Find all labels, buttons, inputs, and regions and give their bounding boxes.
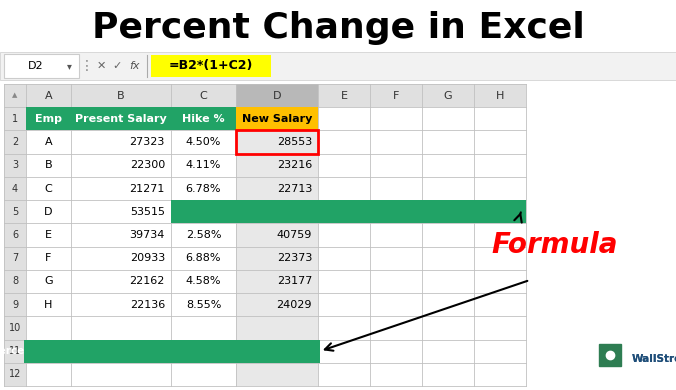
Text: D: D: [44, 207, 53, 217]
Text: 1: 1: [12, 114, 18, 124]
Text: 21271: 21271: [130, 184, 165, 193]
Text: Present Salary: Present Salary: [75, 114, 167, 124]
Text: New Salary: New Salary: [242, 114, 312, 124]
Text: G: G: [443, 90, 452, 101]
Text: Emp: Emp: [35, 114, 62, 124]
Text: F: F: [393, 90, 400, 101]
Bar: [236, 131, 318, 154]
Bar: [236, 340, 318, 363]
Text: C: C: [199, 90, 208, 101]
Text: 6: 6: [12, 230, 18, 240]
Text: 6.88%: 6.88%: [186, 253, 221, 263]
Text: G: G: [44, 277, 53, 287]
Bar: [236, 246, 318, 270]
Bar: [236, 223, 318, 246]
Text: 23177: 23177: [276, 277, 312, 287]
Bar: [236, 316, 318, 340]
Text: 9: 9: [12, 300, 18, 310]
Text: 27323: 27323: [130, 137, 165, 147]
Text: H: H: [496, 90, 504, 101]
Text: A: A: [45, 90, 52, 101]
Text: 24029: 24029: [276, 300, 312, 310]
Text: 11: 11: [9, 346, 21, 356]
Text: fx: fx: [128, 61, 139, 71]
Text: 4.50%: 4.50%: [186, 137, 221, 147]
Text: 22162: 22162: [130, 277, 165, 287]
Bar: [0, 52, 676, 80]
Bar: [4, 84, 26, 386]
Text: 53515: 53515: [130, 207, 165, 217]
Text: =B2*(1+C2): =B2*(1+C2): [169, 60, 254, 73]
Text: Hike %: Hike %: [183, 114, 225, 124]
Bar: [24, 340, 320, 363]
Text: 20933: 20933: [130, 253, 165, 263]
Bar: [236, 363, 318, 386]
Text: H: H: [45, 300, 53, 310]
Text: Percent Change in Excel: Percent Change in Excel: [92, 11, 584, 45]
Text: 12: 12: [9, 369, 21, 379]
Bar: [4, 54, 79, 78]
Text: F: F: [45, 253, 51, 263]
Text: 4.11%: 4.11%: [186, 160, 221, 170]
Text: 22373: 22373: [276, 253, 312, 263]
Bar: [171, 200, 526, 223]
Text: Percent Change = Current Salary * (1 + Percentage Increase): Percent Change = Current Salary * (1 + P…: [0, 346, 353, 356]
Bar: [236, 154, 318, 177]
Text: 28553: 28553: [276, 137, 312, 147]
Text: 7: 7: [12, 253, 18, 263]
Bar: [236, 107, 318, 131]
Text: A: A: [45, 137, 52, 147]
Text: 22136: 22136: [130, 300, 165, 310]
Text: 8.55%: 8.55%: [186, 300, 221, 310]
Text: C: C: [45, 184, 52, 193]
Text: 2.58%: 2.58%: [186, 230, 221, 240]
Text: 3: 3: [12, 160, 18, 170]
Text: 39734: 39734: [130, 230, 165, 240]
Bar: [236, 107, 318, 131]
Text: 6.78%: 6.78%: [186, 184, 221, 193]
Bar: [236, 270, 318, 293]
Text: 4: 4: [12, 184, 18, 193]
Bar: [236, 200, 318, 223]
Text: 5: 5: [12, 207, 18, 217]
Text: 2: 2: [12, 137, 18, 147]
Text: ⋮: ⋮: [80, 59, 94, 73]
Text: E: E: [341, 90, 347, 101]
Text: 40759: 40759: [276, 230, 312, 240]
Text: WallStreet: WallStreet: [632, 354, 676, 364]
Text: 8: 8: [12, 277, 18, 287]
Bar: [236, 293, 318, 316]
Text: D2: D2: [28, 61, 43, 71]
Text: ▲: ▲: [12, 92, 18, 99]
Text: Formula: Formula: [491, 231, 619, 259]
Text: 4.58%: 4.58%: [186, 277, 221, 287]
Bar: [4, 84, 526, 107]
Text: ✕: ✕: [96, 61, 105, 71]
Text: 23216: 23216: [276, 160, 312, 170]
Text: B: B: [45, 160, 52, 170]
Text: 10: 10: [9, 323, 21, 333]
Text: B: B: [117, 90, 125, 101]
Text: 22300: 22300: [130, 160, 165, 170]
Bar: [236, 131, 318, 154]
Bar: [4, 84, 526, 386]
Text: Percent Change = (New Value – Old Value) / Old Value: Percent Change = (New Value – Old Value)…: [180, 207, 516, 217]
Bar: [236, 84, 318, 107]
Text: E: E: [45, 230, 52, 240]
Text: WallStreetMojo: WallStreetMojo: [632, 354, 676, 364]
Bar: [151, 55, 271, 77]
Text: 22713: 22713: [276, 184, 312, 193]
Bar: [236, 177, 318, 200]
Text: D: D: [272, 90, 281, 101]
Bar: [171, 107, 236, 131]
Text: ▾: ▾: [66, 61, 72, 71]
Bar: [71, 107, 171, 131]
Bar: [26, 107, 71, 131]
Text: ✓: ✓: [112, 61, 122, 71]
